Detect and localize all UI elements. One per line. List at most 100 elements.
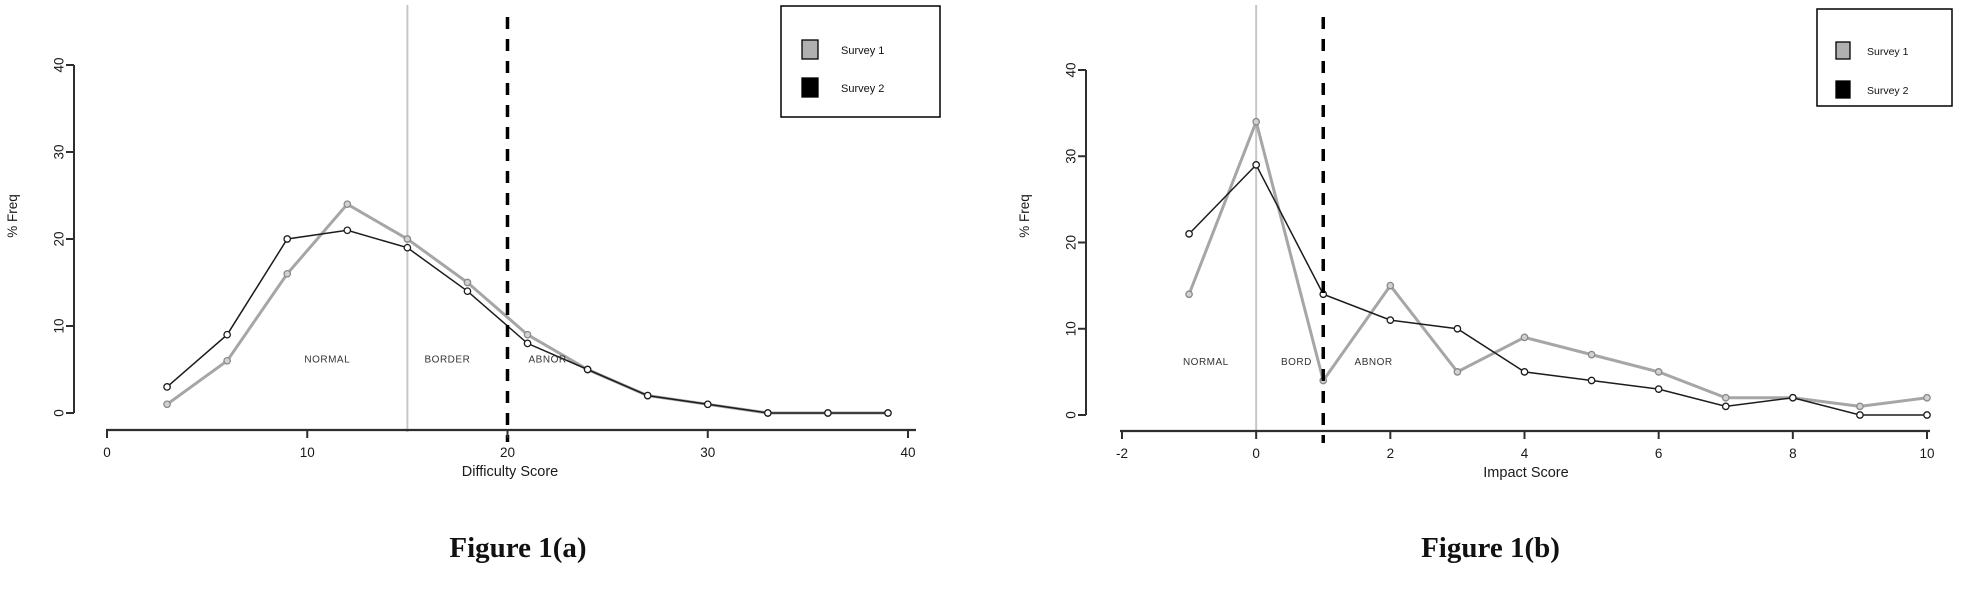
- y-tick-label: 10: [52, 318, 67, 333]
- y-axis-title: % Freq: [1017, 194, 1032, 238]
- data-point-marker: [1721, 393, 1730, 402]
- y-tick-label: 20: [52, 231, 67, 246]
- data-point-marker: [1185, 290, 1193, 299]
- y-tick-label: 40: [1064, 62, 1079, 77]
- series-survey-2: [163, 226, 892, 417]
- figure-1b: 0 10 20 30 40 -2 0 2 4 6 8 10 Impact Score % Freq NORM…: [980, 0, 1961, 592]
- x-axis: -2 0 2 4 6 8 10: [1116, 429, 1935, 461]
- data-point-marker: [343, 226, 352, 235]
- data-point-marker: [403, 243, 412, 252]
- impact-score-chart: 0 10 20 30 40 -2 0 2 4 6 8 10 Impact Score % Freq NORM…: [1017, 5, 1953, 481]
- data-point-marker: [223, 356, 231, 365]
- x-tick-label: 10: [300, 445, 315, 460]
- data-point-marker: [223, 330, 231, 339]
- y-tick-label: 30: [52, 144, 67, 159]
- data-point-marker: [1788, 393, 1797, 402]
- data-point-marker: [1923, 411, 1931, 419]
- region-label: NORMAL: [304, 355, 350, 366]
- region-label: NORMAL: [1183, 357, 1229, 368]
- legend-label: Survey 1: [1867, 46, 1909, 58]
- data-point-marker: [523, 330, 532, 339]
- x-tick-label: 0: [1252, 446, 1260, 461]
- data-point-marker: [1386, 281, 1395, 290]
- x-tick-label: 2: [1387, 446, 1395, 461]
- data-point-marker: [1856, 411, 1864, 419]
- difficulty-score-chart: 0 10 20 30 40 0 10 20 30 40 Difficulty Score % Freq…: [5, 5, 941, 480]
- data-point-marker: [283, 269, 292, 278]
- legend-label: Survey 1: [841, 45, 884, 57]
- x-tick-label: 40: [900, 445, 915, 460]
- data-point-marker: [163, 383, 171, 391]
- legend-box: [780, 5, 941, 118]
- region-label: BORDER: [425, 355, 471, 366]
- data-point-marker: [1721, 402, 1730, 411]
- y-axis-title: % Freq: [5, 194, 20, 238]
- region-annotations: NORMAL BORD ABNOR: [1183, 357, 1393, 368]
- data-point-marker: [1923, 393, 1931, 402]
- legend-swatch-survey-1: [1835, 41, 1851, 60]
- x-tick-label: 10: [1919, 446, 1934, 461]
- data-point-marker: [1453, 324, 1462, 333]
- y-axis: 0 10 20 30 40: [52, 57, 75, 417]
- data-point-marker: [1453, 368, 1462, 376]
- data-point-marker: [1185, 230, 1193, 238]
- region-label: ABNOR: [529, 355, 567, 366]
- y-tick-label: 30: [1064, 149, 1079, 164]
- data-point-marker: [1654, 385, 1663, 393]
- data-point-marker: [523, 339, 532, 348]
- series-survey-1: [163, 200, 892, 417]
- data-point-marker: [1386, 316, 1395, 324]
- legend-swatch-survey-1: [801, 39, 819, 60]
- series-line: [166, 229, 888, 414]
- y-tick-label: 10: [1064, 321, 1079, 336]
- x-axis-title: Difficulty Score: [462, 464, 558, 480]
- y-tick-label: 0: [1064, 411, 1079, 419]
- data-point-marker: [1654, 368, 1663, 376]
- data-point-marker: [403, 235, 412, 243]
- data-point-marker: [1520, 333, 1529, 342]
- legend-label: Survey 2: [841, 83, 884, 95]
- legend: Survey 1 Survey 2: [780, 5, 941, 118]
- figure-1a: 0 10 20 30 40 0 10 20 30 40 Difficulty Score % Freq…: [0, 0, 980, 592]
- data-point-marker: [163, 400, 171, 409]
- data-point-marker: [283, 235, 292, 243]
- series-line: [166, 202, 888, 415]
- y-tick-label: 40: [52, 57, 67, 72]
- x-tick-label: 0: [103, 445, 111, 460]
- series-survey-1: [1185, 116, 1931, 411]
- x-axis-title: Impact Score: [1483, 465, 1568, 481]
- data-point-marker: [643, 391, 652, 400]
- legend-swatch-survey-2: [1835, 80, 1851, 99]
- series-line: [1187, 116, 1928, 408]
- data-point-marker: [824, 409, 832, 417]
- data-point-marker: [884, 409, 892, 417]
- data-point-marker: [463, 278, 472, 287]
- region-label: BORD: [1281, 357, 1312, 368]
- data-point-marker: [463, 287, 472, 296]
- series-survey-2: [1185, 161, 1931, 419]
- legend: Survey 1 Survey 2: [1816, 8, 1953, 107]
- x-tick-label: 4: [1521, 446, 1529, 461]
- y-axis: 0 10 20 30 40: [1064, 62, 1087, 419]
- data-point-marker: [343, 200, 352, 209]
- legend-swatch-survey-2: [801, 77, 819, 98]
- x-tick-label: 8: [1789, 446, 1797, 461]
- x-tick-label: -2: [1116, 446, 1128, 461]
- legend-label: Survey 2: [1867, 85, 1909, 97]
- data-point-marker: [1520, 368, 1529, 376]
- x-tick-label: 6: [1655, 446, 1663, 461]
- y-tick-label: 20: [1064, 235, 1079, 250]
- data-point-marker: [1252, 161, 1261, 169]
- data-point-marker: [1587, 376, 1596, 385]
- x-tick-label: 20: [500, 445, 515, 460]
- x-tick-label: 30: [700, 445, 715, 460]
- region-annotations: NORMAL BORDER ABNOR: [304, 355, 566, 366]
- x-axis: 0 10 20 30 40: [103, 428, 916, 460]
- data-point-marker: [763, 409, 772, 417]
- y-tick-label: 0: [52, 409, 67, 417]
- series-line: [1188, 163, 1927, 416]
- data-point-marker: [1856, 402, 1864, 411]
- data-point-marker: [1587, 350, 1596, 359]
- region-label: ABNOR: [1355, 357, 1393, 368]
